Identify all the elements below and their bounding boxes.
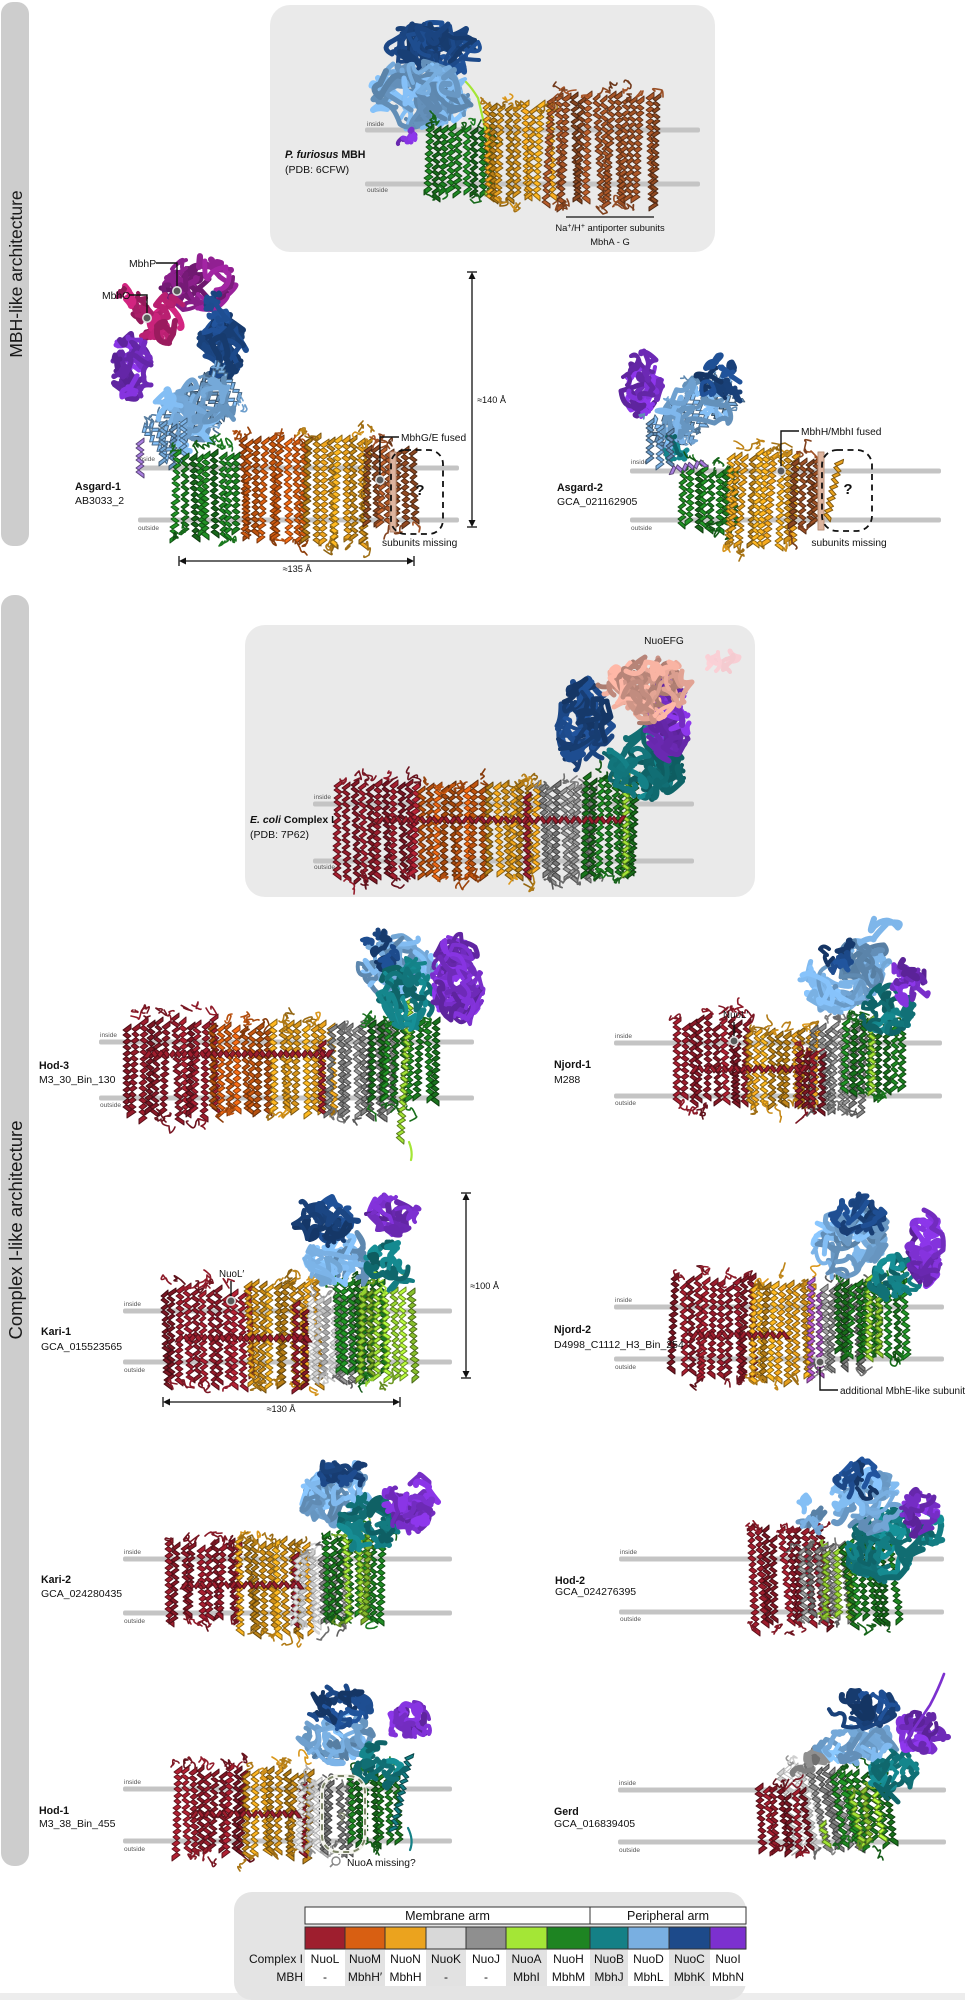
- svg-text:NuoA missing?: NuoA missing?: [347, 1858, 416, 1869]
- svg-text:GCA_015523565: GCA_015523565: [41, 1341, 122, 1353]
- svg-text:MbhJ: MbhJ: [594, 1970, 623, 1984]
- svg-text:≈135 Å: ≈135 Å: [282, 564, 312, 574]
- svg-text:outside: outside: [124, 1618, 145, 1625]
- svg-text:GCA_024276395: GCA_024276395: [555, 1586, 636, 1598]
- svg-text:inside: inside: [367, 121, 384, 128]
- svg-text:inside: inside: [615, 1033, 632, 1040]
- svg-text:MbhG/E fused: MbhG/E fused: [401, 433, 466, 444]
- svg-text:Complex I: Complex I: [249, 1952, 303, 1966]
- svg-text:GCA_021162905: GCA_021162905: [557, 496, 638, 508]
- svg-text:-: -: [323, 1970, 327, 1984]
- svg-text:Asgard-2: Asgard-2: [557, 482, 603, 494]
- svg-text:MbhK: MbhK: [674, 1970, 705, 1984]
- svg-text:MBH-like architecture: MBH-like architecture: [6, 190, 26, 357]
- svg-text:Kari-1: Kari-1: [41, 1326, 71, 1338]
- svg-text:?: ?: [843, 481, 852, 498]
- svg-text:Hod-3: Hod-3: [39, 1060, 69, 1072]
- svg-text:NuoL′: NuoL′: [723, 1010, 748, 1021]
- svg-text:Complex I-like architecture: Complex I-like architecture: [5, 1121, 26, 1340]
- svg-text:NuoA: NuoA: [511, 1952, 541, 1966]
- svg-text:Kari-2: Kari-2: [41, 1574, 71, 1586]
- svg-text:outside: outside: [631, 525, 652, 532]
- svg-text:MbhA - G: MbhA - G: [590, 236, 630, 247]
- svg-text:NuoEFG: NuoEFG: [644, 636, 684, 647]
- svg-text:MBH: MBH: [276, 1970, 303, 1984]
- svg-text:MbhH′: MbhH′: [348, 1970, 383, 1984]
- svg-text:additional MbhE-like subunit: additional MbhE-like subunit: [840, 1386, 965, 1397]
- svg-text:?: ?: [338, 1809, 347, 1825]
- svg-text:(PDB: 6CFW): (PDB: 6CFW): [285, 164, 349, 176]
- svg-text:NuoK: NuoK: [431, 1952, 461, 1966]
- svg-text:MbhH: MbhH: [389, 1970, 421, 1984]
- svg-text:NuoJ: NuoJ: [472, 1952, 500, 1966]
- svg-text:outside: outside: [615, 1100, 636, 1107]
- svg-text:outside: outside: [124, 1846, 145, 1853]
- svg-text:-: -: [444, 1970, 448, 1984]
- svg-text:Membrane arm: Membrane arm: [405, 1909, 490, 1923]
- svg-text:inside: inside: [615, 1297, 632, 1304]
- svg-text:GCA_024280435: GCA_024280435: [41, 1588, 122, 1600]
- svg-text:NuoH: NuoH: [553, 1952, 584, 1966]
- svg-text:(PDB: 7P62): (PDB: 7P62): [250, 829, 309, 841]
- svg-text:MbhH/MbhI fused: MbhH/MbhI fused: [801, 427, 882, 438]
- svg-text:inside: inside: [124, 1779, 141, 1786]
- svg-text:E. coli Complex I: E. coli Complex I: [250, 814, 334, 826]
- svg-text:M288: M288: [554, 1074, 580, 1086]
- svg-text:Njord-2: Njord-2: [554, 1324, 591, 1336]
- svg-text:outside: outside: [124, 1367, 145, 1374]
- svg-text:inside: inside: [100, 1032, 117, 1039]
- svg-text:inside: inside: [124, 1549, 141, 1556]
- svg-text:subunits missing: subunits missing: [382, 538, 458, 549]
- svg-text:GCA_016839405: GCA_016839405: [554, 1818, 635, 1830]
- svg-text:MbhL: MbhL: [633, 1970, 663, 1984]
- svg-text:NuoN: NuoN: [390, 1952, 421, 1966]
- svg-text:outside: outside: [138, 525, 159, 532]
- svg-text:outside: outside: [619, 1847, 640, 1854]
- svg-text:inside: inside: [314, 794, 331, 801]
- svg-text:MbhM: MbhM: [552, 1970, 585, 1984]
- svg-text:NuoB: NuoB: [594, 1952, 624, 1966]
- svg-text:NuoM: NuoM: [349, 1952, 381, 1966]
- svg-text:outside: outside: [615, 1364, 636, 1371]
- svg-text:inside: inside: [631, 459, 648, 466]
- svg-text:M3_30_Bin_130: M3_30_Bin_130: [39, 1074, 116, 1086]
- svg-text:≈140 Å: ≈140 Å: [477, 395, 507, 405]
- svg-text:NuoI: NuoI: [715, 1952, 740, 1966]
- svg-text:D4998_C1112_H3_Bin_254: D4998_C1112_H3_Bin_254: [554, 1339, 684, 1351]
- svg-text:?: ?: [415, 482, 424, 499]
- svg-text:NuoL: NuoL: [311, 1952, 340, 1966]
- svg-text:M3_38_Bin_455: M3_38_Bin_455: [39, 1818, 116, 1830]
- svg-text:-: -: [484, 1970, 488, 1984]
- svg-text:AB3033_2: AB3033_2: [75, 495, 124, 507]
- svg-text:inside: inside: [619, 1780, 636, 1787]
- svg-text:inside: inside: [620, 1549, 637, 1556]
- svg-text:outside: outside: [367, 187, 388, 194]
- svg-text:NuoL′: NuoL′: [219, 1269, 244, 1280]
- svg-text:Peripheral arm: Peripheral arm: [627, 1909, 709, 1923]
- svg-text:P. furiosus MBH: P. furiosus MBH: [285, 149, 365, 161]
- svg-text:≈100 Å: ≈100 Å: [470, 1281, 500, 1291]
- svg-text:MbhP: MbhP: [129, 259, 156, 270]
- svg-text:Gerd: Gerd: [554, 1806, 579, 1818]
- svg-text:MbhO: MbhO: [102, 291, 130, 302]
- svg-text:Asgard-1: Asgard-1: [75, 481, 121, 493]
- svg-text:Hod-1: Hod-1: [39, 1805, 69, 1817]
- svg-text:Hod-2: Hod-2: [555, 1575, 585, 1587]
- svg-text:Na+/H+ antiporter subunits: Na+/H+ antiporter subunits: [555, 222, 665, 233]
- svg-text:Njord-1: Njord-1: [554, 1059, 591, 1071]
- svg-text:outside: outside: [100, 1102, 121, 1109]
- svg-text:MbhN: MbhN: [712, 1970, 744, 1984]
- svg-text:NuoD: NuoD: [633, 1952, 664, 1966]
- svg-text:subunits missing: subunits missing: [811, 538, 887, 549]
- svg-text:NuoC: NuoC: [674, 1952, 705, 1966]
- svg-text:inside: inside: [124, 1301, 141, 1308]
- svg-text:outside: outside: [314, 864, 335, 871]
- svg-text:inside: inside: [138, 456, 155, 463]
- svg-text:outside: outside: [620, 1616, 641, 1623]
- svg-text:≈130 Å: ≈130 Å: [266, 1404, 296, 1414]
- svg-text:MbhI: MbhI: [513, 1970, 540, 1984]
